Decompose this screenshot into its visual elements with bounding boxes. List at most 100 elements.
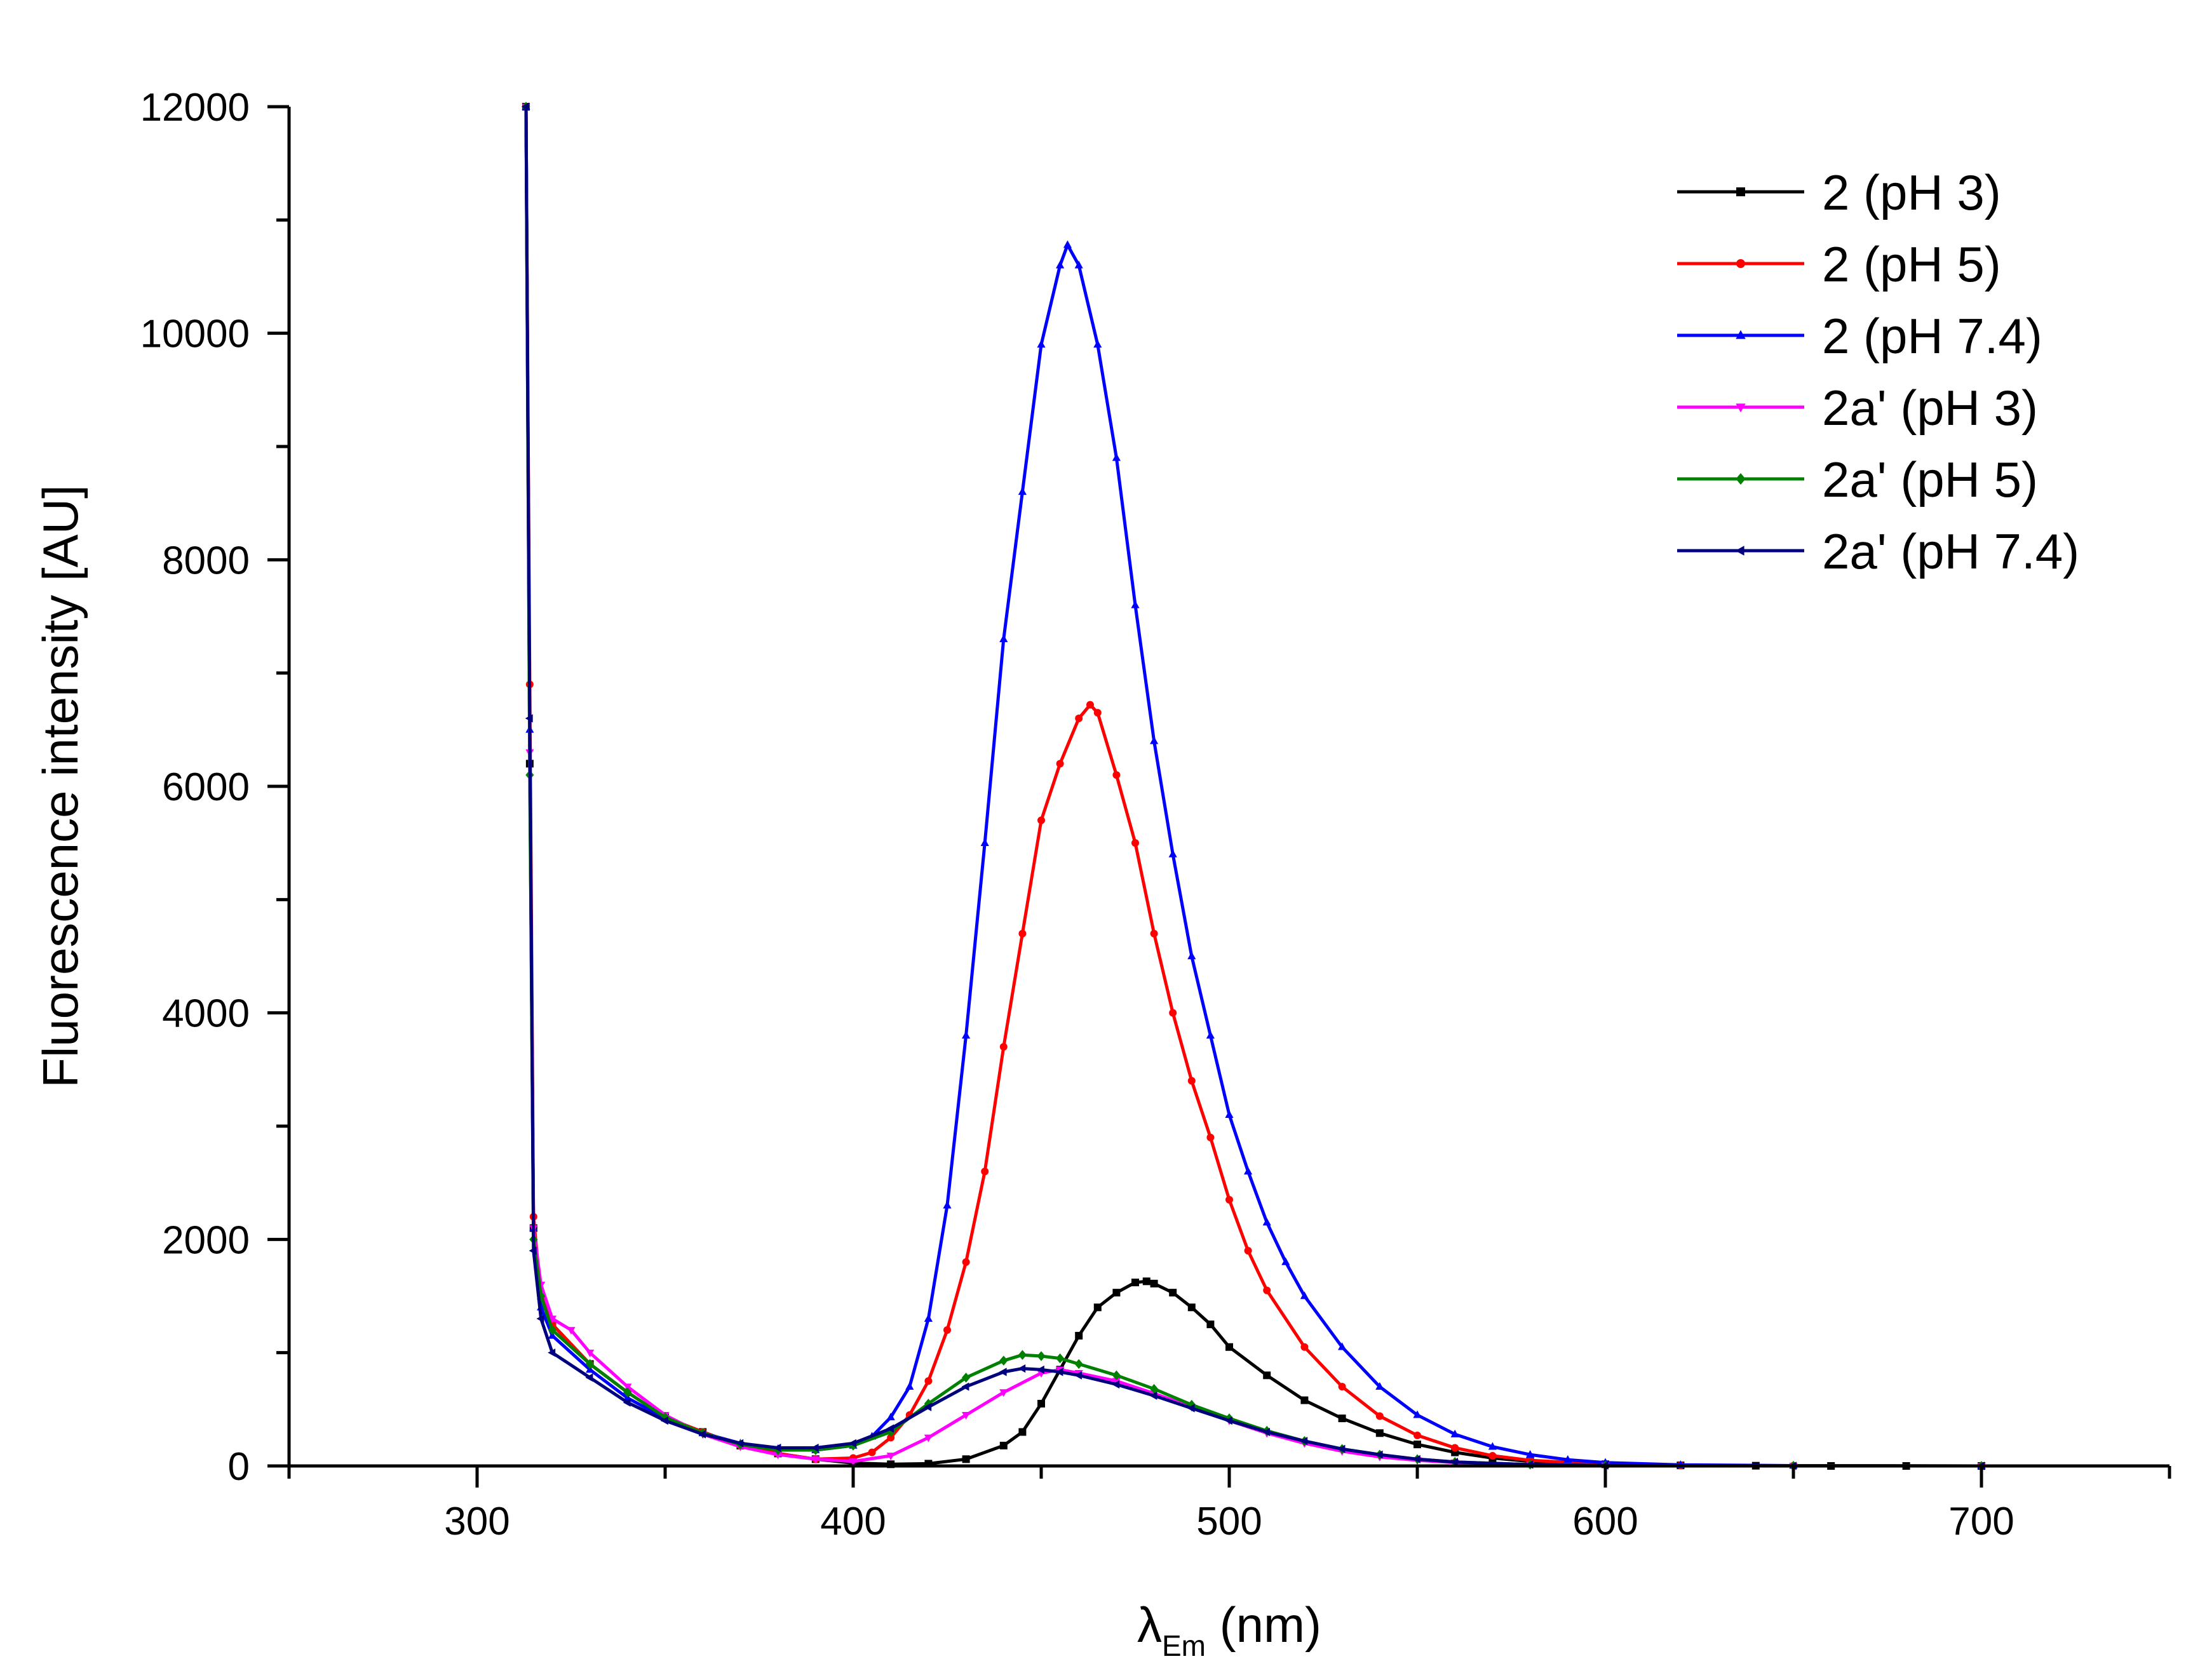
legend-swatch-marker (1735, 546, 1744, 556)
data-point (1375, 1429, 1384, 1437)
series-6 (521, 102, 1985, 1470)
data-point (886, 1453, 895, 1461)
data-point (1150, 1383, 1159, 1394)
data-point (1018, 1350, 1027, 1361)
data-point (886, 1413, 895, 1421)
legend-item: 2 (pH 3) (1677, 165, 2001, 220)
data-point (981, 1167, 989, 1176)
y-tick-label: 10000 (140, 312, 250, 356)
data-point (1131, 839, 1139, 847)
data-point (1224, 1416, 1232, 1425)
data-point (1300, 1396, 1309, 1404)
data-point (1263, 1286, 1271, 1294)
data-point (1112, 1289, 1121, 1297)
legend-item: 2 (pH 7.4) (1677, 308, 2042, 364)
data-point (529, 1246, 537, 1255)
data-point (586, 1349, 595, 1357)
data-point (1150, 1279, 1158, 1287)
legend-item: 2 (pH 5) (1677, 236, 2001, 292)
data-point (661, 1412, 670, 1423)
data-point (1563, 1455, 1572, 1463)
data-point (537, 1291, 546, 1301)
data-point (1056, 260, 1065, 269)
data-point (1093, 1303, 1102, 1312)
legend-item: 2a' (pH 7.4) (1677, 523, 2079, 579)
data-point (1412, 1455, 1420, 1463)
axes: 300 400 500 600 700 0 2000 4000 6000 8000 10000 120… (32, 86, 2171, 1662)
data-point (1375, 1412, 1384, 1420)
data-point (905, 1381, 914, 1390)
data-point (1375, 1450, 1383, 1459)
data-point (999, 634, 1008, 642)
data-point (1414, 1441, 1421, 1449)
data-point (1055, 1368, 1063, 1376)
series-2 (522, 103, 1985, 1470)
data-point (962, 1031, 971, 1039)
data-point (999, 1043, 1008, 1051)
y-tick-label: 6000 (162, 765, 250, 809)
x-tick-label: 300 (444, 1500, 509, 1543)
data-point (999, 1441, 1008, 1449)
series-markers (521, 102, 1985, 1470)
data-point (1142, 1277, 1150, 1286)
data-point (924, 1314, 933, 1322)
legend-label: 2a' (pH 5) (1822, 452, 2038, 507)
data-point (1300, 1437, 1308, 1446)
y-tick-label: 8000 (162, 539, 250, 582)
data-point (1263, 1371, 1271, 1380)
data-point (1150, 736, 1159, 744)
data-point (962, 1258, 970, 1266)
data-point (999, 1368, 1007, 1376)
data-point (886, 1424, 894, 1433)
data-point (1149, 1391, 1157, 1401)
data-point (924, 1377, 933, 1385)
data-point (1093, 340, 1102, 348)
legend-label: 2a' (pH 3) (1822, 380, 2038, 436)
data-point (1169, 1009, 1177, 1017)
data-point (1112, 1380, 1120, 1389)
legend-swatch-marker (1736, 187, 1745, 196)
data-point (1187, 1404, 1195, 1413)
x-axis-title-unit: (nm) (1206, 1597, 1321, 1653)
data-point (774, 1451, 783, 1460)
data-point (1018, 929, 1027, 937)
data-point (1063, 240, 1072, 248)
data-point (1300, 1343, 1309, 1351)
data-point (1150, 929, 1158, 937)
data-point (1338, 1342, 1347, 1350)
data-point (1338, 1415, 1346, 1423)
legend-label: 2 (pH 3) (1822, 165, 2001, 220)
data-point (1375, 1381, 1384, 1390)
data-point (1225, 1110, 1234, 1118)
data-point (773, 1443, 781, 1453)
y-axis-title: Fluorescence intensity [AU] (32, 485, 88, 1087)
legend-swatch-marker (1736, 403, 1746, 413)
data-point (887, 1434, 895, 1442)
data-point (999, 1389, 1008, 1397)
data-point (1451, 1444, 1459, 1452)
legend-label: 2 (pH 7.4) (1822, 308, 2042, 364)
data-point (943, 1200, 952, 1209)
data-point (1169, 1289, 1177, 1297)
y-tick-label: 12000 (140, 86, 250, 130)
data-point (1168, 849, 1177, 857)
data-point (623, 1387, 632, 1397)
data-point (736, 1439, 744, 1448)
data-point (849, 1458, 858, 1467)
data-point (943, 1326, 951, 1334)
legend-item: 2a' (pH 3) (1677, 380, 2038, 436)
data-point (924, 1434, 933, 1442)
data-point (1488, 1451, 1497, 1460)
data-point (1112, 771, 1121, 779)
data-point (1300, 1291, 1309, 1300)
data-point (1075, 1331, 1083, 1340)
data-point (1225, 1195, 1233, 1204)
data-point (1056, 760, 1064, 768)
data-point (1112, 453, 1121, 461)
data-point (1037, 816, 1045, 824)
data-point (623, 1398, 631, 1407)
data-point (1206, 1320, 1215, 1329)
data-point (1131, 1279, 1139, 1287)
data-point (811, 1443, 819, 1453)
data-point (1018, 1428, 1027, 1436)
